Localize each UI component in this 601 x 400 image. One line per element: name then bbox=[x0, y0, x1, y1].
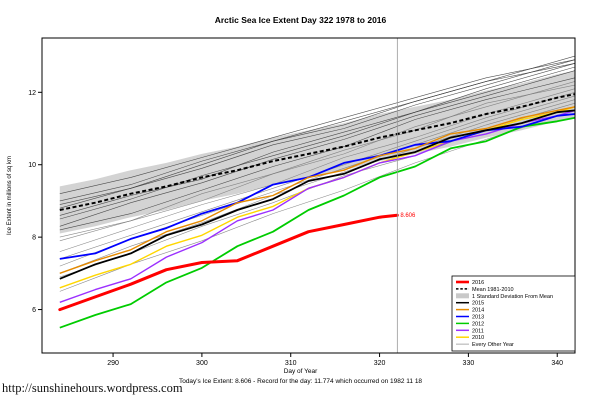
x-tick-label: 320 bbox=[374, 360, 386, 366]
background-year-line bbox=[59, 59, 576, 209]
background-year-line bbox=[59, 63, 576, 216]
background-year-line bbox=[59, 99, 576, 274]
legend-label: 1 Standard Deviation From Mean bbox=[472, 294, 553, 300]
legend-label: 2012 bbox=[472, 321, 484, 327]
footer-note: Today's Ice Extent: 8.606 - Record for t… bbox=[178, 378, 423, 385]
legend-label: 2016 bbox=[472, 280, 484, 286]
mean-line bbox=[59, 93, 576, 211]
background-year-line bbox=[59, 63, 576, 202]
series-line-2016 bbox=[58, 213, 399, 312]
x-tick-label: 310 bbox=[285, 360, 297, 366]
background-year-line bbox=[59, 70, 576, 227]
chart-title: Arctic Sea Ice Extent Day 322 1978 to 20… bbox=[214, 15, 387, 25]
x-tick-label: 290 bbox=[107, 360, 119, 366]
background-year-line bbox=[59, 84, 576, 242]
series-line-2015 bbox=[59, 109, 576, 280]
current-extent-annotation: 8.606 bbox=[400, 213, 416, 219]
y-tick-label: 8 bbox=[32, 235, 36, 242]
y-axis-label: Ice Extent in millions of sq km bbox=[7, 156, 13, 235]
background-year-line bbox=[59, 81, 576, 238]
background-year-line bbox=[59, 59, 576, 194]
series-line-2013 bbox=[59, 113, 576, 260]
legend-label: Every Other Year bbox=[472, 342, 514, 348]
watermark-url: http://sunshinehours.wordpress.com bbox=[2, 381, 183, 395]
x-tick-label: 330 bbox=[463, 360, 475, 366]
series-line-2014 bbox=[59, 106, 576, 274]
y-tick-label: 6 bbox=[32, 307, 36, 314]
series-line-2012 bbox=[59, 116, 576, 329]
legend-label: 2015 bbox=[472, 301, 484, 307]
x-tick-label: 300 bbox=[196, 360, 208, 366]
legend-label: Mean 1981-2010 bbox=[472, 287, 514, 293]
chart-canvas: 290 300 310 320 330 340 6 8 10 12 Ice Extent in mi… bbox=[7, 37, 576, 366]
y-tick-label: 10 bbox=[28, 162, 36, 169]
background-year-line bbox=[59, 77, 576, 231]
x-axis-label: Day of Year bbox=[283, 368, 318, 375]
background-year-line bbox=[59, 66, 576, 220]
legend-box bbox=[451, 275, 576, 352]
legend-label: 2010 bbox=[472, 335, 484, 341]
x-tick-label: 340 bbox=[551, 360, 563, 366]
legend-swatch bbox=[456, 293, 469, 299]
legend-label: 2013 bbox=[472, 315, 484, 321]
plot-border bbox=[41, 37, 576, 354]
std-dev-band bbox=[59, 70, 576, 234]
legend-label: 2011 bbox=[472, 328, 484, 334]
y-tick-label: 12 bbox=[28, 90, 36, 97]
legend-label: 2014 bbox=[472, 308, 484, 314]
